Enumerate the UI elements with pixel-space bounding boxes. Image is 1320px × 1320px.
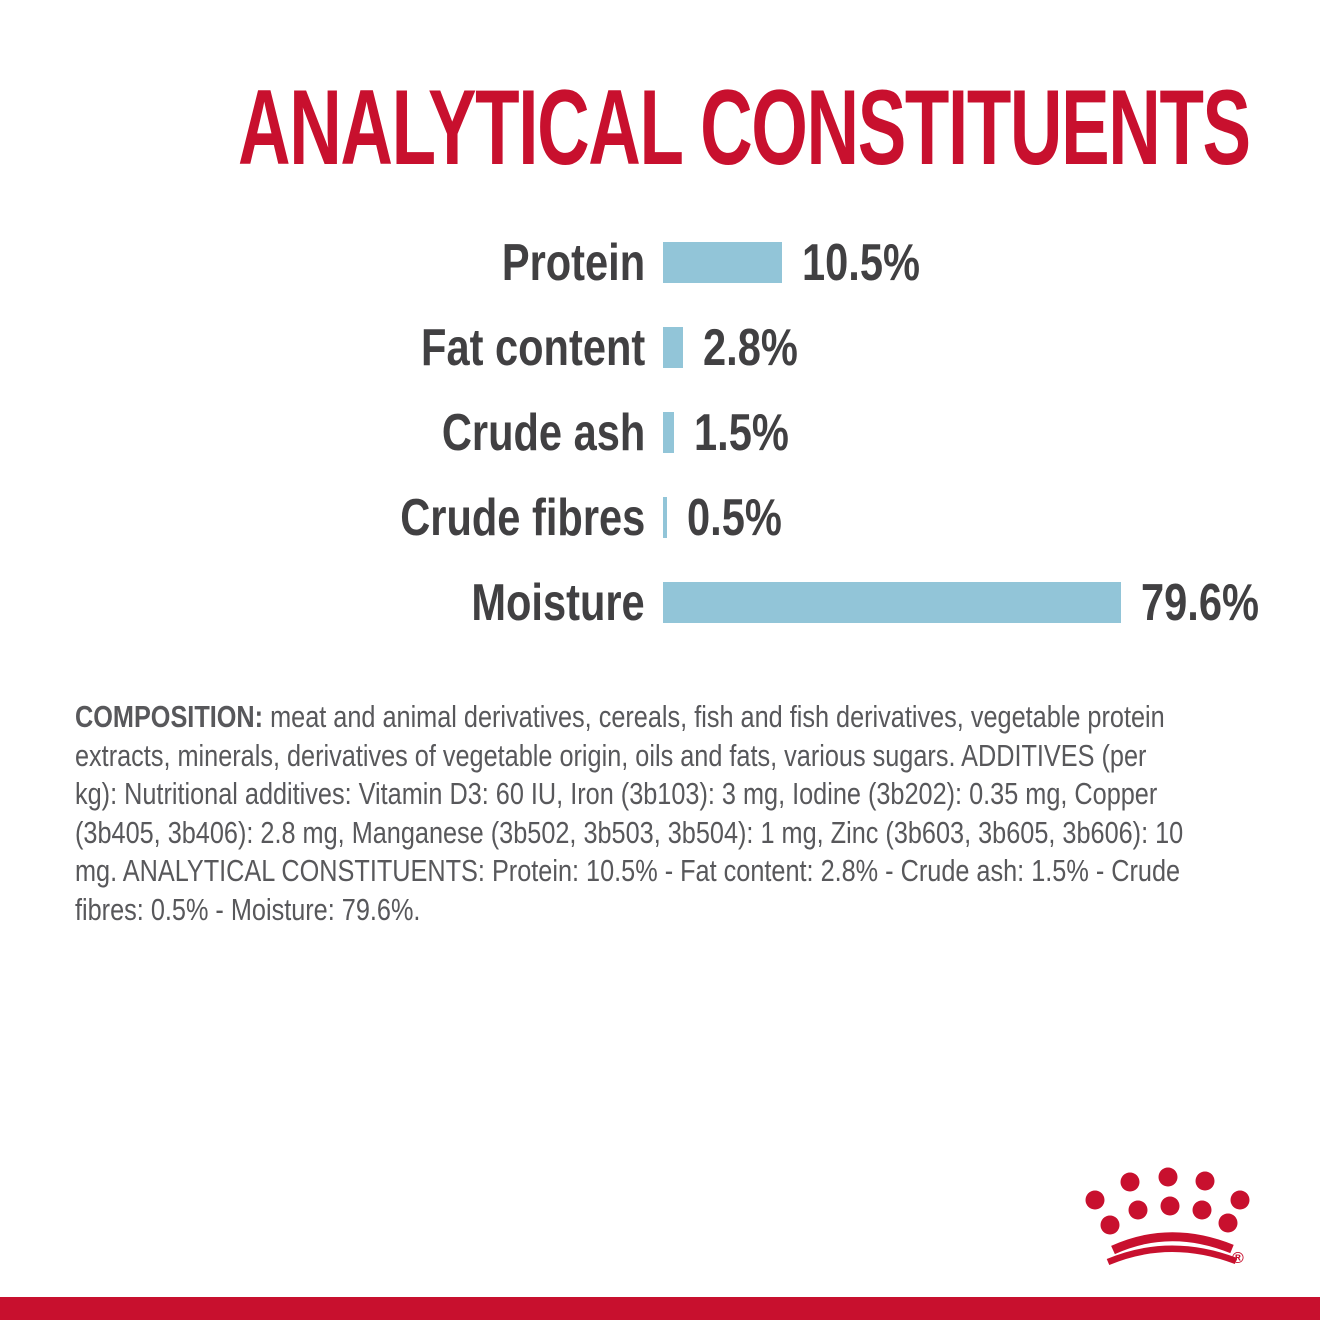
chart-row-value-cell: 1.5% <box>694 403 813 463</box>
chart-bar <box>663 412 674 453</box>
chart-row-label: Crude ash <box>441 403 645 462</box>
chart-bar <box>663 582 1121 623</box>
chart-row-value: 2.8% <box>703 318 798 377</box>
crown-dot <box>1218 1213 1238 1233</box>
chart-row-label: Moisture <box>471 573 645 632</box>
crown-dot <box>1128 1200 1148 1220</box>
chart-row-label-cell: Fat content <box>0 318 645 378</box>
chart-row-value-cell: 0.5% <box>687 488 806 548</box>
analytical-constituents-chart: Protein 10.5% Fat content 2.8% Crude ash… <box>0 220 1320 645</box>
chart-row-label: Fat content <box>420 318 645 377</box>
chart-row-label-cell: Crude ash <box>0 403 645 463</box>
chart-row-label: Crude fibres <box>399 488 645 547</box>
chart-row-label-cell: Moisture <box>0 573 645 633</box>
crown-arc-upper <box>1111 1232 1234 1255</box>
chart-bar <box>663 242 782 283</box>
chart-row-value: 1.5% <box>694 403 789 462</box>
crown-dot <box>1192 1200 1212 1220</box>
chart-row-value-cell: 10.5% <box>802 233 949 293</box>
chart-row-value: 10.5% <box>802 233 920 292</box>
crown-dot <box>1195 1171 1215 1191</box>
composition-label: COMPOSITION: <box>75 699 264 734</box>
chart-row: Protein 10.5% <box>0 220 1320 305</box>
page-title: ANALYTICAL CONSTITUENTS <box>0 74 1320 181</box>
composition-text: COMPOSITION: meat and animal derivatives… <box>75 698 1185 929</box>
crown-dot <box>1160 1196 1180 1216</box>
chart-row-value-cell: 2.8% <box>703 318 822 378</box>
chart-row-label-cell: Protein <box>0 233 645 293</box>
crown-dot <box>1100 1215 1120 1235</box>
crown-dots <box>1085 1167 1250 1235</box>
page-title-text: ANALYTICAL CONSTITUENTS <box>238 67 1251 187</box>
crown-dot <box>1120 1172 1140 1192</box>
chart-row-label: Protein <box>501 233 645 292</box>
crown-dot <box>1085 1190 1105 1210</box>
registered-mark: ® <box>1232 1250 1244 1267</box>
chart-row: Fat content 2.8% <box>0 305 1320 390</box>
chart-bar <box>663 327 683 368</box>
crown-arcs <box>1106 1232 1238 1265</box>
bottom-red-bar <box>0 1297 1320 1320</box>
chart-row-value-cell: 79.6% <box>1141 573 1288 633</box>
chart-row: Crude fibres 0.5% <box>0 475 1320 560</box>
chart-row-label-cell: Crude fibres <box>0 488 645 548</box>
chart-row-value: 0.5% <box>687 488 782 547</box>
royal-canin-crown-logo: ® <box>1085 1167 1250 1267</box>
chart-row: Crude ash 1.5% <box>0 390 1320 475</box>
chart-bar <box>663 497 667 538</box>
crown-arc-lower <box>1106 1245 1238 1265</box>
composition-body: meat and animal derivatives, cereals, fi… <box>75 699 1184 927</box>
chart-row: Moisture 79.6% <box>0 560 1320 645</box>
chart-row-value: 79.6% <box>1141 573 1259 632</box>
crown-dot <box>1158 1167 1178 1187</box>
crown-dot <box>1230 1190 1250 1210</box>
